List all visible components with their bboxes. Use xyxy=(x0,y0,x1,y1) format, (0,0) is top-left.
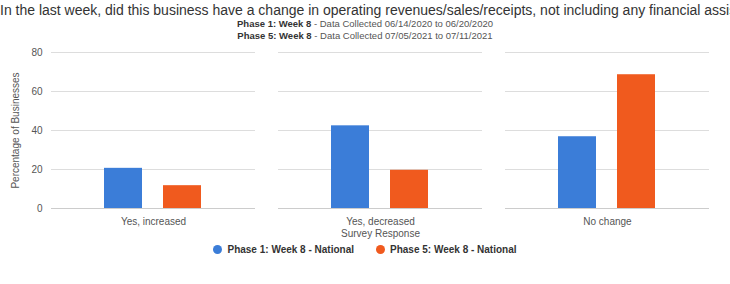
svg-text:Yes, increased: Yes, increased xyxy=(121,216,186,227)
svg-text:20: 20 xyxy=(31,164,43,175)
svg-text:0: 0 xyxy=(37,203,43,214)
svg-text:Yes, decreased: Yes, decreased xyxy=(346,216,415,227)
html-text:Phase 5: Week 8 - Data Collect: Phase 5: Week 8 - Data Collected 07/05/2… xyxy=(237,30,493,41)
html-text:Phase 1: Week 8 - National: Phase 1: Week 8 - National xyxy=(227,244,354,255)
svg-text:No change: No change xyxy=(583,216,632,227)
html-text:Phase 1: Week 8 - Data Collect: Phase 1: Week 8 - Data Collected 06/14/2… xyxy=(237,18,493,29)
svg-text:Percentage of Businesses: Percentage of Businesses xyxy=(10,72,21,188)
svg-text:Survey Response: Survey Response xyxy=(341,228,420,239)
svg-text:80: 80 xyxy=(31,47,43,58)
svg-text:60: 60 xyxy=(31,86,43,97)
svg-text:40: 40 xyxy=(31,125,43,136)
html-text:Phase 5: Week 8 - National: Phase 5: Week 8 - National xyxy=(390,244,517,255)
